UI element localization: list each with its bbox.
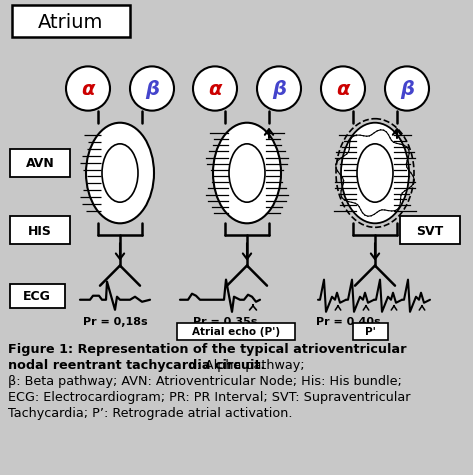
Text: Pr = 0,18s: Pr = 0,18s [83,317,147,327]
Text: AVN: AVN [26,157,54,171]
Text: β: β [145,80,159,99]
Text: Figure 1: Representation of the typical atrioventricular: Figure 1: Representation of the typical … [8,342,406,355]
Ellipse shape [86,123,154,223]
Text: Tachycardia; P’: Retrograde atrial activation.: Tachycardia; P’: Retrograde atrial activ… [8,407,292,420]
Ellipse shape [213,123,281,223]
FancyBboxPatch shape [177,323,295,340]
Text: ECG: ECG [23,290,51,303]
Circle shape [130,66,174,111]
Circle shape [321,66,365,111]
Ellipse shape [336,119,414,228]
Text: β: Beta pathway; AVN: Atrioventricular Node; His: His bundle;: β: Beta pathway; AVN: Atrioventricular N… [8,375,402,388]
Circle shape [257,66,301,111]
Text: α: α [336,80,350,99]
Text: α: α [208,80,222,99]
Text: HIS: HIS [28,225,52,238]
Text: α: Alpha pathway;: α: Alpha pathway; [184,359,305,371]
Ellipse shape [229,144,265,202]
Text: SVT: SVT [416,225,444,238]
Circle shape [193,66,237,111]
FancyBboxPatch shape [12,5,130,37]
FancyBboxPatch shape [10,216,70,245]
Text: P': P' [365,327,376,337]
FancyBboxPatch shape [400,216,460,245]
Text: nodal reentrant tachycardia circuit.: nodal reentrant tachycardia circuit. [8,359,265,371]
FancyBboxPatch shape [353,323,388,340]
FancyBboxPatch shape [10,149,70,177]
Text: β: β [400,80,414,99]
FancyBboxPatch shape [10,284,65,308]
Text: ECG: Electrocardiogram; PR: PR Interval; SVT: Supraventricular: ECG: Electrocardiogram; PR: PR Interval;… [8,391,411,404]
Text: Pr = 0,40s: Pr = 0,40s [315,317,380,327]
Ellipse shape [357,144,393,202]
Text: Atrium: Atrium [38,13,104,32]
Ellipse shape [102,144,138,202]
Text: Pr = 0,35s: Pr = 0,35s [193,317,257,327]
Circle shape [385,66,429,111]
Text: β: β [272,80,286,99]
Text: Atrial echo (P'): Atrial echo (P') [192,327,280,337]
Ellipse shape [341,123,409,223]
Circle shape [66,66,110,111]
Text: α: α [81,80,95,99]
